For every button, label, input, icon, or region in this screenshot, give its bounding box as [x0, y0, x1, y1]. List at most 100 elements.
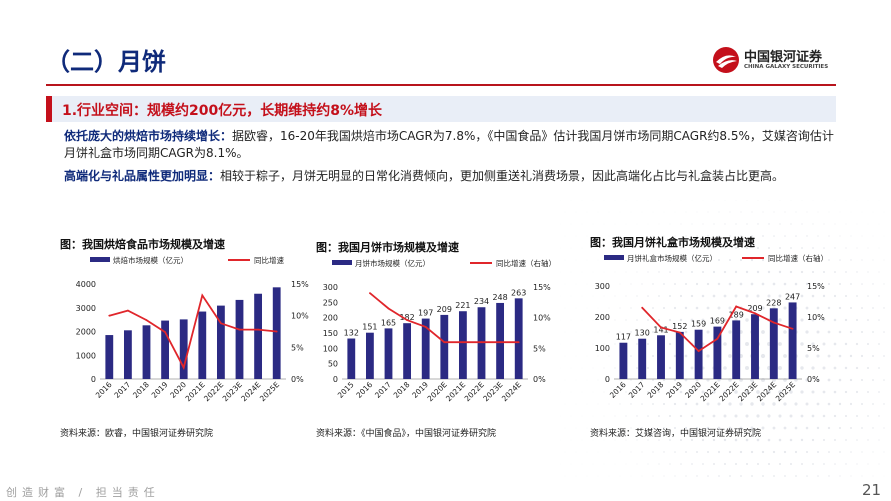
- bar: [477, 307, 486, 379]
- decorative-dot: [845, 439, 847, 441]
- decorative-dot: [586, 475, 588, 477]
- decorative-dot: [690, 390, 694, 394]
- decorative-dot: [712, 318, 716, 322]
- decorative-dot: [817, 451, 819, 453]
- decorative-dot: [838, 354, 842, 358]
- bar-label: 209: [747, 304, 762, 313]
- decorative-dot: [817, 259, 819, 261]
- decorative-dot: [647, 367, 649, 369]
- growth-point: [678, 331, 681, 334]
- x-tick-label: 2025E: [774, 380, 797, 403]
- decorative-dot: [690, 318, 694, 322]
- decorative-dot: [839, 235, 841, 237]
- x-tick-label: 2018: [646, 380, 666, 400]
- decorative-dot: [844, 342, 848, 346]
- decorative-dot: [838, 426, 842, 430]
- decorative-dot: [586, 403, 588, 405]
- decorative-dot: [805, 282, 809, 286]
- decorative-dot: [783, 258, 787, 262]
- bar: [751, 314, 759, 379]
- decorative-dot: [817, 475, 819, 477]
- bar: [638, 338, 647, 379]
- decorative-dot: [636, 319, 638, 321]
- decorative-dot: [728, 330, 732, 334]
- y2-tick-label: 5%: [533, 344, 546, 353]
- decorative-dot: [581, 319, 583, 321]
- bar: [657, 335, 665, 379]
- decorative-dot: [744, 365, 750, 371]
- y2-tick-label: 5%: [291, 343, 304, 352]
- legend-label-line: 同比增速（右轴）: [496, 258, 556, 268]
- decorative-dot: [625, 247, 627, 249]
- decorative-dot: [860, 354, 864, 358]
- chart-source: 资料来源：《中国食品》，中国银河证券研究院: [316, 429, 497, 439]
- y2-tick-label: 15%: [807, 282, 825, 291]
- decorative-dot: [828, 211, 830, 213]
- decorative-dot: [855, 342, 859, 346]
- decorative-dot: [723, 270, 727, 274]
- x-tick-label: 2015: [336, 380, 356, 400]
- decorative-dot: [636, 367, 638, 369]
- decorative-dot: [592, 415, 594, 417]
- decorative-dot: [586, 451, 588, 453]
- x-tick-label: 2016: [94, 380, 114, 400]
- decorative-dot: [586, 307, 588, 309]
- decorative-dot: [575, 307, 577, 309]
- decorative-dot: [663, 259, 665, 261]
- bar: [694, 329, 703, 379]
- decorative-dot: [756, 462, 760, 466]
- bar: [384, 328, 393, 379]
- decorative-dot: [592, 439, 594, 441]
- decorative-dot: [636, 415, 638, 417]
- decorative-dot: [861, 235, 863, 237]
- decorative-dot: [718, 475, 720, 477]
- y-tick-label: 150: [323, 329, 338, 338]
- decorative-dot: [834, 271, 836, 273]
- decorative-dot: [641, 379, 643, 381]
- decorative-dot: [729, 235, 731, 237]
- decorative-dot: [674, 451, 676, 453]
- decorative-dot: [806, 235, 808, 237]
- decorative-dot: [783, 402, 787, 406]
- decorative-dot: [680, 463, 682, 465]
- decorative-dot: [750, 282, 754, 286]
- decorative-dot: [723, 390, 727, 394]
- decorative-dot: [669, 295, 671, 297]
- decorative-dot: [751, 475, 753, 477]
- decorative-dot: [657, 390, 661, 394]
- chart-mooncake-giftbox-market: 图：我国月饼礼盒市场规模及增速 月饼礼盒市场规模（亿元） 同比增速（右轴） 0 100…: [590, 234, 860, 444]
- decorative-dot: [816, 426, 820, 430]
- decorative-dot: [761, 258, 765, 262]
- decorative-dot: [756, 270, 760, 274]
- decorative-dot: [647, 439, 649, 441]
- decorative-dot: [586, 211, 588, 213]
- chart-title: 图：我国月饼市场规模及增速: [316, 241, 459, 254]
- decorative-dot: [673, 402, 677, 406]
- decorative-dot: [701, 294, 705, 298]
- decorative-dot: [878, 463, 880, 465]
- growth-point: [480, 341, 483, 344]
- decorative-dot: [701, 414, 705, 418]
- decorative-dot: [849, 306, 853, 310]
- decorative-dot: [581, 343, 583, 345]
- decorative-dot: [608, 451, 610, 453]
- decorative-dot: [625, 391, 627, 393]
- decorative-dot: [608, 427, 610, 429]
- decorative-dot: [717, 306, 721, 310]
- bar: [347, 338, 356, 379]
- decorative-dot: [867, 319, 869, 321]
- y-tick-label: 100: [323, 344, 338, 353]
- decorative-dot: [812, 247, 814, 249]
- decorative-dot: [767, 390, 771, 394]
- decorative-dot: [641, 283, 643, 285]
- decorative-dot: [684, 330, 688, 334]
- bar: [769, 308, 778, 379]
- y2-tick-label: 5%: [807, 344, 820, 353]
- decorative-dot: [811, 318, 815, 322]
- decorative-dot: [625, 295, 627, 297]
- decorative-dot: [619, 307, 621, 309]
- logo-text-en: CHINA GALAXY SECURITIES: [744, 64, 829, 70]
- legend-swatch-bar: [332, 260, 352, 265]
- decorative-dot: [718, 259, 720, 261]
- decorative-dot: [564, 331, 566, 333]
